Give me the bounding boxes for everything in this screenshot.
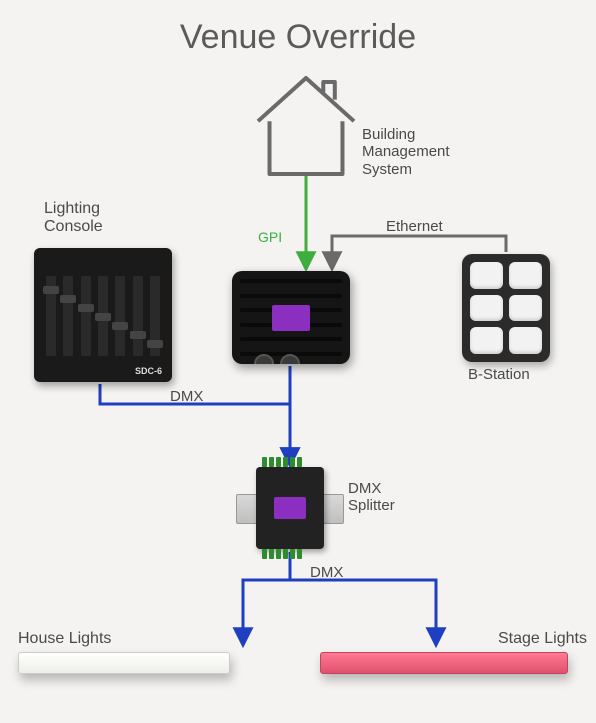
- b-station: [462, 254, 550, 362]
- stage-lights-label: Stage Lights: [498, 630, 587, 648]
- arrow-dmx_out_l: [243, 552, 290, 644]
- splitter-terminals: [262, 457, 302, 467]
- fader-row: [46, 276, 160, 356]
- arrow-label-dmx_in: DMX: [170, 388, 203, 405]
- fader[interactable]: [133, 276, 143, 356]
- arrow-label-ethernet: Ethernet: [386, 218, 443, 235]
- bstation-button[interactable]: [509, 327, 542, 354]
- dmx-splitter-label: DMXSplitter: [348, 480, 395, 515]
- splitter-plate: [274, 497, 306, 519]
- stage-lights-fixture: [320, 652, 568, 674]
- central-controller: [232, 271, 350, 364]
- bstation-button[interactable]: [470, 262, 503, 289]
- bstation-button[interactable]: [470, 327, 503, 354]
- b-station-label: B-Station: [468, 366, 530, 383]
- house-lights-label: House Lights: [18, 630, 111, 648]
- arrow-label-dmx_out_r: DMX: [310, 564, 343, 581]
- splitter-terminals: [262, 549, 302, 559]
- bstation-button[interactable]: [470, 295, 503, 322]
- fader[interactable]: [115, 276, 125, 356]
- controller-plate: [272, 305, 310, 331]
- page-title: Venue Override: [0, 18, 596, 57]
- lighting-console: SDC-6: [34, 248, 172, 382]
- fader[interactable]: [81, 276, 91, 356]
- bms-label: BuildingManagementSystem: [362, 126, 450, 178]
- fader[interactable]: [150, 276, 160, 356]
- dmx-splitter: [256, 467, 324, 549]
- lighting-console-label: LightingConsole: [44, 200, 103, 237]
- fader[interactable]: [63, 276, 73, 356]
- console-brand: SDC-6: [135, 366, 162, 376]
- house-lights-fixture: [18, 652, 230, 674]
- bstation-button[interactable]: [509, 262, 542, 289]
- arrow-label-gpi: GPI: [258, 229, 282, 245]
- house-icon: [258, 78, 354, 174]
- fader[interactable]: [98, 276, 108, 356]
- bstation-button[interactable]: [509, 295, 542, 322]
- fader[interactable]: [46, 276, 56, 356]
